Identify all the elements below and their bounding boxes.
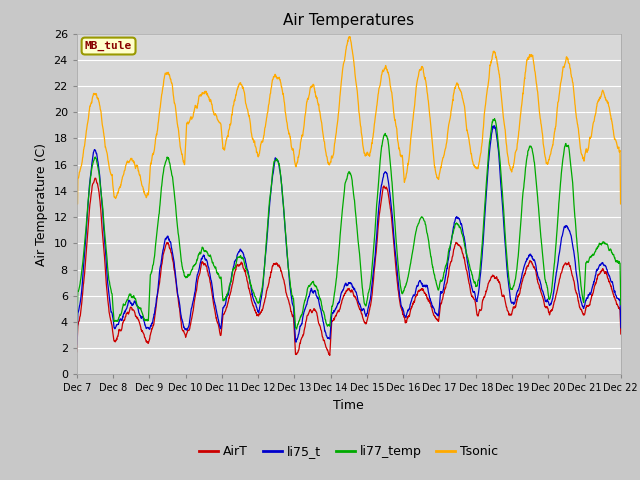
li75_t <box>491 123 499 129</box>
li75_t <box>376 192 384 197</box>
Tsonic <box>584 147 592 153</box>
AirT <box>365 310 372 316</box>
AirT <box>92 175 100 181</box>
Text: MB_tule: MB_tule <box>85 41 132 51</box>
Line: li77_temp: li77_temp <box>77 119 621 333</box>
li77_temp <box>491 116 499 121</box>
li77_temp <box>73 330 81 336</box>
Legend: AirT, li75_t, li77_temp, Tsonic: AirT, li75_t, li77_temp, Tsonic <box>195 440 503 463</box>
AirT <box>570 276 577 281</box>
Tsonic <box>346 34 354 39</box>
Tsonic <box>365 152 372 157</box>
Line: AirT: AirT <box>77 178 621 355</box>
Y-axis label: Air Temperature (C): Air Temperature (C) <box>35 143 48 265</box>
li77_temp <box>569 184 577 190</box>
AirT <box>73 349 81 355</box>
AirT <box>508 312 515 318</box>
li77_temp <box>376 158 384 164</box>
AirT <box>377 202 385 208</box>
li75_t <box>507 299 515 305</box>
AirT <box>584 302 592 308</box>
Line: Tsonic: Tsonic <box>77 36 621 204</box>
Tsonic <box>617 201 625 207</box>
Tsonic <box>225 128 232 134</box>
Line: li75_t: li75_t <box>77 126 621 344</box>
Tsonic <box>507 167 515 173</box>
X-axis label: Time: Time <box>333 399 364 412</box>
li75_t <box>365 305 372 311</box>
li77_temp <box>225 288 232 293</box>
li77_temp <box>507 287 515 292</box>
li77_temp <box>365 290 372 296</box>
AirT <box>617 331 625 337</box>
li75_t <box>73 341 81 347</box>
li75_t <box>584 294 592 300</box>
Tsonic <box>569 80 577 85</box>
Tsonic <box>73 201 81 207</box>
Title: Air Temperatures: Air Temperatures <box>284 13 414 28</box>
AirT <box>225 296 232 302</box>
li75_t <box>225 291 232 297</box>
AirT <box>326 352 333 358</box>
li75_t <box>569 244 577 250</box>
Tsonic <box>376 80 384 86</box>
li75_t <box>617 325 625 331</box>
li77_temp <box>584 260 592 265</box>
li77_temp <box>617 302 625 308</box>
